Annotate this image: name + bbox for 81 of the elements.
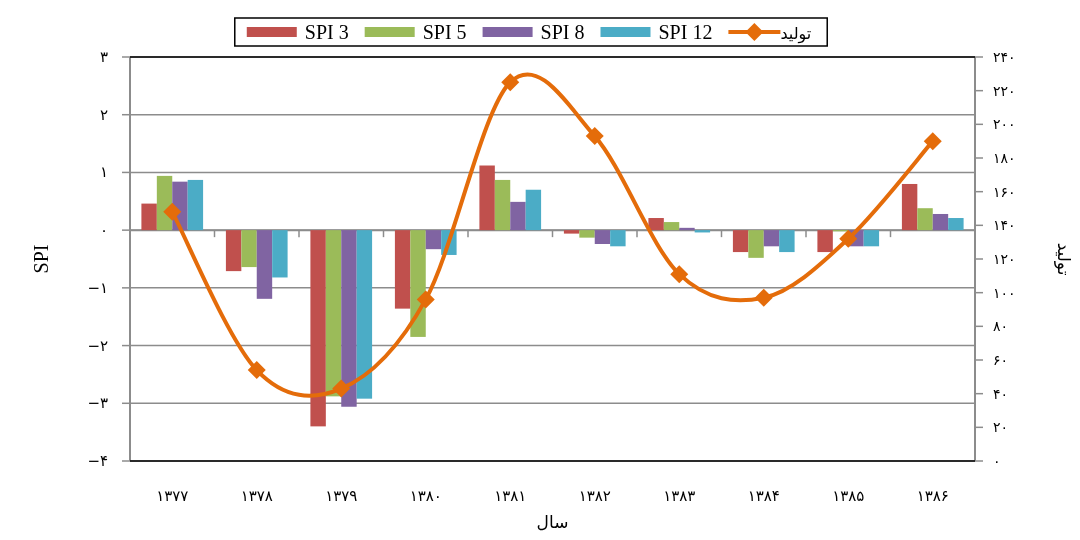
point bbox=[839, 229, 858, 248]
point bbox=[585, 127, 604, 146]
bar bbox=[479, 165, 495, 231]
bar bbox=[932, 213, 949, 231]
bar bbox=[272, 230, 288, 278]
y2-tick-label: ۸۰ bbox=[993, 318, 1009, 335]
bar bbox=[817, 230, 833, 253]
bar bbox=[510, 201, 526, 231]
x-tick-label: ۱۳۸۳ bbox=[663, 487, 696, 505]
y2-tick-label: ۱۸۰ bbox=[993, 150, 1016, 166]
x-tick-label: ۱۳۷۹ bbox=[325, 487, 358, 505]
point bbox=[670, 265, 689, 284]
bar bbox=[325, 230, 342, 397]
legend-label: SPI 5 bbox=[422, 21, 467, 43]
y-tick-label: −۴ bbox=[87, 452, 108, 470]
y-tick-label: ۳ bbox=[99, 48, 108, 66]
y2-tick-label: ۴۰ bbox=[993, 385, 1009, 402]
point bbox=[754, 288, 773, 307]
bar bbox=[187, 179, 204, 231]
x-tick-label: ۱۳۷۸ bbox=[240, 487, 273, 505]
point bbox=[247, 361, 266, 380]
y2-tick-label: ۱۶۰ bbox=[993, 183, 1016, 200]
x-tick-label: ۱۳۸۰ bbox=[409, 487, 442, 505]
x-tick-label: ۱۳۸۵ bbox=[832, 487, 865, 505]
y2-tick-label: ۲۲۰ bbox=[993, 82, 1016, 99]
bar bbox=[863, 230, 880, 247]
y2-tick-label: ۲۰۰ bbox=[993, 116, 1016, 133]
y-tick-label: −۳ bbox=[87, 394, 108, 413]
bar bbox=[341, 230, 357, 407]
bar bbox=[917, 208, 933, 231]
bar bbox=[648, 218, 664, 231]
legend-label: SPI 12 bbox=[658, 21, 713, 43]
bar bbox=[494, 179, 511, 231]
bar bbox=[763, 230, 780, 247]
legend-label: تولید bbox=[780, 24, 812, 44]
point bbox=[163, 202, 182, 221]
bar bbox=[732, 230, 749, 253]
bar bbox=[610, 230, 626, 247]
x-tick-label: ۱۳۸۶ bbox=[916, 487, 949, 505]
point bbox=[416, 290, 435, 309]
bar bbox=[901, 183, 918, 231]
point bbox=[501, 73, 520, 92]
y2-tick-label: ۱۰۰ bbox=[993, 284, 1016, 301]
y2-tick-label: ۱۲۰ bbox=[993, 251, 1016, 267]
bar bbox=[356, 230, 373, 399]
bar bbox=[225, 230, 242, 272]
y2-tick-label: ۰ bbox=[993, 453, 1001, 469]
y2-axis-title: تولید bbox=[1054, 242, 1074, 276]
bar bbox=[241, 230, 257, 268]
y-axis-title: SPI bbox=[30, 244, 52, 274]
x-axis-title: سال bbox=[536, 512, 569, 532]
bar bbox=[394, 230, 411, 309]
y2-tick-label: ۶۰ bbox=[993, 352, 1009, 368]
bar bbox=[594, 230, 611, 244]
bar bbox=[425, 230, 442, 250]
point bbox=[332, 379, 351, 398]
y-tick-label: −۲ bbox=[87, 336, 108, 355]
legend-label: SPI 8 bbox=[540, 21, 585, 43]
y2-tick-label: ۲۴۰ bbox=[993, 49, 1016, 65]
bar bbox=[579, 230, 595, 238]
bar bbox=[748, 230, 764, 258]
bar bbox=[779, 230, 795, 253]
legend-label: SPI 3 bbox=[304, 21, 349, 43]
y-tick-label: ۱ bbox=[99, 163, 108, 182]
bar bbox=[310, 230, 326, 427]
point bbox=[923, 132, 942, 151]
bar bbox=[948, 218, 964, 231]
y-tick-label: −۱ bbox=[87, 278, 108, 297]
x-tick-label: ۱۳۸۱ bbox=[494, 487, 527, 505]
y-tick-label: ۲ bbox=[99, 105, 108, 124]
y-tick-label: ۰ bbox=[99, 221, 108, 240]
y2-tick-label: ۲۰ bbox=[993, 419, 1009, 436]
bar bbox=[563, 230, 580, 234]
x-tick-label: ۱۳۸۴ bbox=[747, 487, 780, 505]
bar bbox=[141, 203, 157, 231]
bar bbox=[525, 189, 542, 231]
bar bbox=[663, 222, 680, 231]
bar bbox=[256, 230, 273, 299]
x-tick-label: ۱۳۸۲ bbox=[578, 487, 611, 505]
x-tick-label: ۱۳۷۷ bbox=[156, 487, 189, 505]
y2-tick-label: ۱۴۰ bbox=[993, 217, 1016, 234]
